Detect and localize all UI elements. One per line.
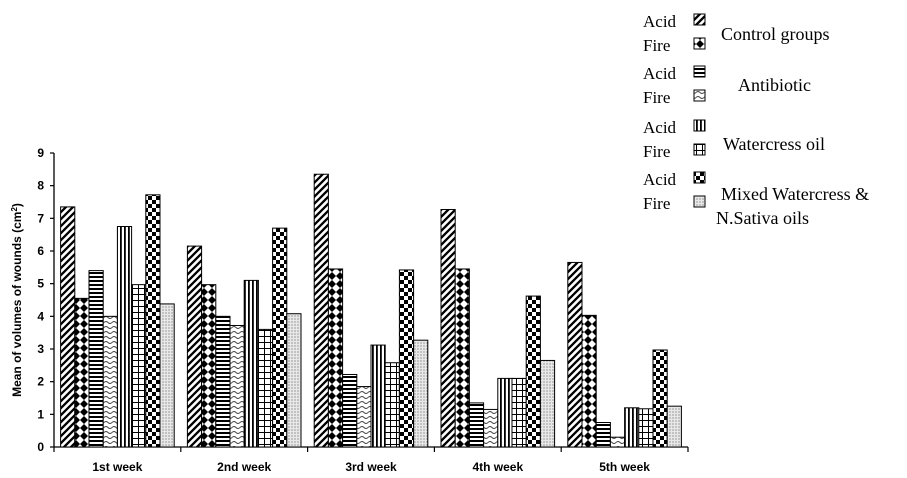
- legend-swatch: [693, 195, 706, 208]
- legend-swatch: [693, 89, 706, 102]
- y-tick-label: 8: [37, 179, 44, 193]
- bar: [624, 407, 640, 448]
- legend-swatch: [693, 37, 706, 50]
- legend-fire-label: Fire: [643, 36, 670, 55]
- bar: [286, 313, 302, 448]
- legend-swatch: [693, 143, 706, 156]
- bar: [370, 344, 386, 448]
- y-axis-title-text: Mean of volumes of wounds (cm: [10, 212, 24, 397]
- bar: [327, 268, 344, 448]
- y-axis-title-close: ): [10, 203, 24, 207]
- bar: [413, 339, 429, 448]
- legend-group-label: Antibiotic: [738, 75, 811, 95]
- bar: [638, 408, 654, 448]
- bar: [398, 269, 415, 448]
- bar: [468, 402, 485, 448]
- legend-fire-label: Fire: [643, 88, 670, 107]
- bar: [595, 422, 611, 448]
- bar: [145, 194, 161, 448]
- y-axis-title: Mean of volumes of wounds (cm2): [10, 203, 25, 397]
- bar: [483, 408, 499, 448]
- bar: [257, 328, 274, 448]
- bar: [497, 377, 513, 448]
- bar: [454, 268, 470, 448]
- bar: [229, 324, 245, 448]
- bar: [159, 303, 175, 448]
- bar: [652, 349, 668, 448]
- y-tick-label: 4: [37, 309, 44, 323]
- legend-acid-label: Acid: [643, 170, 677, 189]
- bar: [567, 261, 583, 448]
- bar: [60, 206, 76, 448]
- bar: [525, 295, 541, 448]
- x-tick-label: 2nd week: [217, 460, 271, 474]
- x-tick-label: 1st week: [92, 460, 142, 474]
- bar: [581, 314, 597, 448]
- x-tick-label: 5th week: [599, 460, 650, 474]
- legend-acid-label: Acid: [643, 118, 677, 137]
- y-axis-title-sup: 2: [10, 207, 19, 212]
- y-tick-label: 6: [37, 244, 44, 258]
- y-tick-label: 7: [37, 211, 44, 225]
- bar: [342, 373, 358, 448]
- legend-acid-label: Acid: [643, 12, 677, 31]
- y-tick-label: 2: [37, 375, 44, 389]
- bar: [215, 315, 231, 448]
- bar: [440, 209, 456, 448]
- y-tick-label: 5: [37, 277, 44, 291]
- legend-swatch: [693, 65, 706, 78]
- bar: [88, 270, 104, 448]
- legend-group-label: Watercress oil: [723, 134, 825, 154]
- bar: [511, 377, 527, 448]
- bar: [102, 315, 118, 448]
- y-tick-label: 1: [37, 407, 44, 421]
- bar: [116, 226, 133, 448]
- y-tick-label: 0: [37, 440, 44, 454]
- bar: [313, 173, 329, 448]
- legend-swatch: [693, 119, 706, 132]
- legend-group-label: Mixed Watercress &: [721, 184, 869, 204]
- bar: [539, 359, 556, 448]
- bar: [243, 279, 259, 448]
- legend-group-label-2: N.Sativa oils: [716, 208, 809, 228]
- bar: [609, 436, 626, 448]
- bars: [60, 173, 682, 448]
- legend-group-label: Control groups: [721, 24, 830, 44]
- legend-swatch: [693, 171, 706, 184]
- legend-swatch: [693, 13, 706, 26]
- y-tick-label: 9: [37, 146, 44, 160]
- bar: [186, 245, 203, 448]
- bar: [201, 284, 217, 448]
- legend-fire-label: Fire: [643, 142, 670, 161]
- bar: [74, 297, 90, 448]
- legend-acid-label: Acid: [643, 64, 677, 83]
- x-tick-label: 3rd week: [345, 460, 397, 474]
- legend: Acid Fire Control groups Acid Fire Antibiotic…: [643, 12, 869, 228]
- bar: [131, 284, 147, 448]
- bar: [666, 405, 682, 448]
- x-tick-label: 4th week: [472, 460, 523, 474]
- bar: [272, 227, 288, 448]
- y-tick-label: 3: [37, 342, 44, 356]
- bar: [384, 362, 400, 448]
- bar: [356, 386, 372, 448]
- legend-fire-label: Fire: [643, 194, 670, 213]
